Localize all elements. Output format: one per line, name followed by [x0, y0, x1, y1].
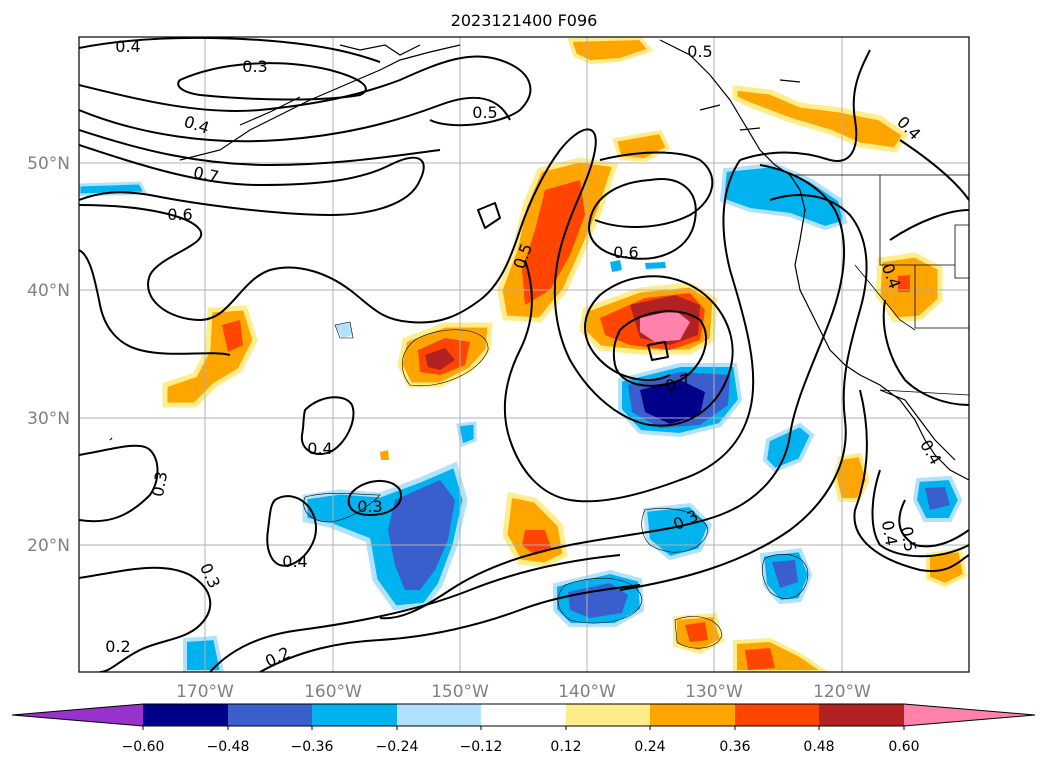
colorbar-tick-label: 0.36: [719, 739, 750, 755]
contour-label: 0.3: [357, 497, 382, 516]
contour-label: 0.3: [196, 560, 224, 591]
lat-label: 40°N: [27, 281, 70, 301]
colorbar-tick-labels: −0.60 −0.48 −0.36 −0.24 −0.12 0.12 0.24 …: [122, 739, 920, 755]
coastlines: [109, 39, 969, 481]
colorbar-segment: [143, 704, 228, 726]
contour-label: 0.5: [472, 103, 497, 122]
patch-outlines: [303, 321, 809, 649]
colorbar-extend-low: [12, 704, 143, 726]
lon-label: 150°W: [431, 682, 489, 702]
lon-label: 160°W: [304, 682, 362, 702]
lon-label: 120°W: [813, 682, 871, 702]
colorbar-tick-label: 0.60: [888, 739, 919, 755]
colorbar-tick-label: −0.48: [207, 739, 250, 755]
contour-label: 0.3: [148, 470, 171, 498]
contour-label: 0.5: [897, 525, 920, 553]
contour-label: 0.2: [262, 643, 293, 671]
map-title: 2023121400 F096: [451, 11, 598, 30]
contour-label: 0.4: [282, 552, 307, 571]
lon-label: 140°W: [558, 682, 616, 702]
colorbar-segment: [650, 704, 735, 726]
map-frame: [78, 36, 970, 673]
contour-label: 0.3: [242, 57, 267, 76]
colorbar-tick-label: −0.36: [291, 739, 334, 755]
colorbar-tick-label: −0.12: [460, 739, 503, 755]
lon-label: 170°W: [176, 682, 234, 702]
colorbar-tick-label: −0.24: [376, 739, 419, 755]
map-gridlines: [79, 37, 969, 672]
colorbar-segment: [397, 704, 481, 726]
contour-label: 0.4: [916, 436, 945, 468]
colorbar: [11, 703, 1036, 730]
contour-label: 0.2: [105, 637, 130, 656]
longitude-labels: 170°W 160°W 150°W 140°W 130°W 120°W: [176, 682, 871, 702]
colorbar-tick-label: 0.24: [634, 739, 665, 755]
contour-label: 0.5: [687, 42, 712, 61]
political-borders: [795, 174, 969, 396]
colorbar-segment: [566, 704, 650, 726]
colorbar-segment: [481, 704, 566, 726]
contour-label: 0.4: [115, 37, 140, 56]
lat-label: 50°N: [27, 154, 70, 174]
colorbar-segment: [312, 704, 397, 726]
warm-anomaly-patches: [162, 37, 968, 672]
contour-label: 0.4: [307, 439, 332, 458]
colorbar-segment: [735, 704, 819, 726]
lon-label: 130°W: [685, 682, 743, 702]
lat-label: 30°N: [27, 409, 70, 429]
contour-label: 0.4: [878, 519, 901, 547]
colorbar-tick-label: 0.12: [550, 739, 581, 755]
map-area: 0.4 0.3 0.5 0.5 0.4 0.7 0.6 0.5 0.6 0.4 …: [79, 37, 969, 672]
colorbar-tick-label: −0.60: [122, 739, 165, 755]
lat-label: 20°N: [27, 536, 70, 556]
colorbar-segment: [819, 704, 904, 726]
contour-label: 0.6: [613, 243, 638, 262]
contour-label: 0.7: [192, 163, 221, 187]
contour-label: 0.6: [167, 205, 192, 224]
contour-label: 0.4: [182, 112, 212, 138]
colorbar-extend-high: [904, 704, 1035, 726]
colorbar-tick-label: 0.48: [803, 739, 834, 755]
contour-lines: [79, 37, 969, 672]
colorbar-segment: [228, 704, 312, 726]
latitude-labels: 50°N 40°N 30°N 20°N: [27, 154, 70, 556]
